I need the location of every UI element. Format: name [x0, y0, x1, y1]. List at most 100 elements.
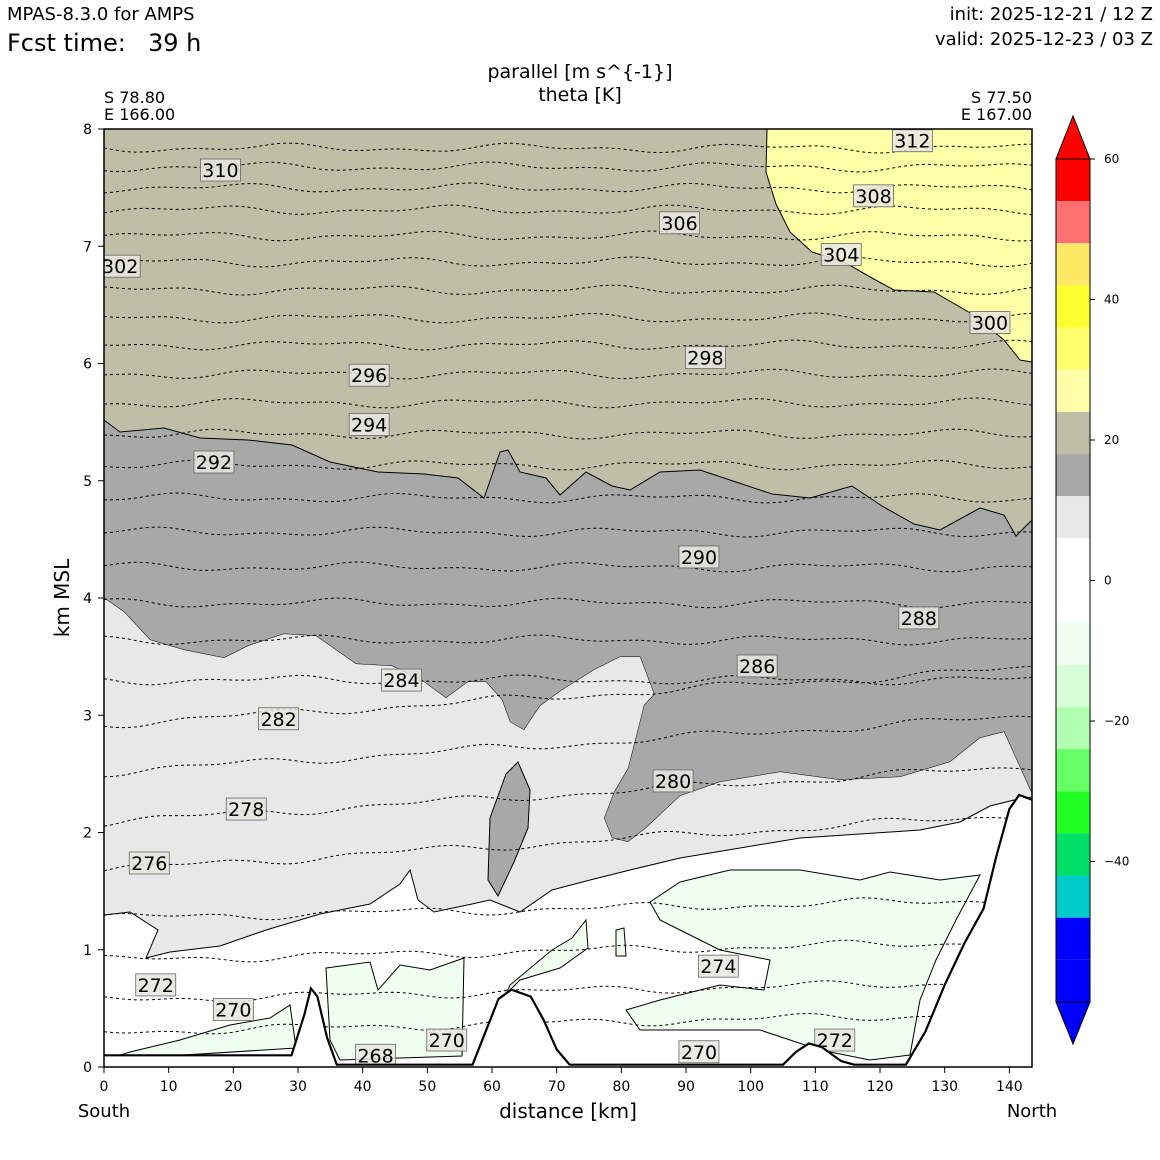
- y-tick-label: 4: [83, 591, 92, 607]
- endpoint-left-lat: S 78.80: [104, 88, 165, 107]
- endpoint-right-lon: E 167.00: [961, 105, 1032, 124]
- y-axis-label: km MSL: [50, 558, 74, 637]
- theta-label-text: 290: [681, 547, 717, 569]
- colorbar-segment: [1056, 706, 1090, 750]
- theta-label-text: 274: [700, 956, 736, 978]
- theta-isentrope: [104, 161, 1032, 173]
- colorbar-segment: [1056, 791, 1090, 834]
- colorbar-tick-label: −40: [1104, 855, 1129, 869]
- y-tick-label: 2: [83, 826, 92, 842]
- x-tick-label: 20: [224, 1079, 242, 1095]
- theta-label-text: 304: [823, 244, 859, 266]
- colorbar-segment: [1056, 201, 1090, 244]
- theta-label-text: 270: [215, 1000, 251, 1022]
- terrain-fill: [104, 795, 1032, 1067]
- y-tick-label: 6: [83, 357, 92, 373]
- x-tick-label: 90: [677, 1079, 695, 1095]
- theta-label-text: 288: [901, 608, 937, 630]
- theta-label: 292: [193, 450, 235, 474]
- theta-label: 280: [652, 769, 694, 793]
- theta-label-text: 278: [228, 799, 264, 821]
- theta-label: 272: [135, 973, 177, 997]
- theta-label-text: 310: [202, 160, 238, 182]
- colorbar-tick-label: 60: [1104, 152, 1119, 166]
- colorbar-segment: [1056, 959, 1090, 1002]
- y-tick-label: 5: [83, 474, 92, 490]
- valid-time: valid: 2025-12-23 / 03 Z: [935, 29, 1153, 50]
- colorbar-segment: [1056, 580, 1090, 623]
- x-end-label-south: South: [78, 1101, 130, 1122]
- x-end-label-north: North: [1007, 1101, 1057, 1122]
- theta-label-text: 294: [351, 414, 387, 436]
- theta-label: 300: [969, 311, 1011, 334]
- endpoint-right-lat: S 77.50: [971, 88, 1032, 107]
- wind-region-15-20-island: [487, 761, 531, 898]
- theta-label: 270: [426, 1028, 468, 1052]
- theta-label: 304: [820, 243, 862, 266]
- colorbar-segment: [1056, 454, 1090, 497]
- colorbar-top-extend: [1055, 114, 1091, 160]
- colorbar-segment: [1056, 327, 1090, 370]
- colorbar-segment: [1056, 875, 1090, 918]
- x-tick-label: 10: [160, 1079, 178, 1095]
- theta-label-text: 270: [429, 1030, 465, 1052]
- theta-label: 268: [355, 1043, 397, 1067]
- theta-label: 274: [697, 954, 739, 978]
- theta-label-text: 282: [260, 709, 296, 731]
- theta-label-text: 312: [894, 131, 930, 153]
- colorbar-segment: [1056, 538, 1090, 581]
- terrain-outline: [104, 793, 1032, 1066]
- theta-label-text: 276: [131, 853, 167, 875]
- wind-region-25-30: [765, 129, 1032, 363]
- theta-label: 298: [685, 346, 726, 370]
- x-tick-label: 130: [931, 1079, 958, 1095]
- theta-label: 302: [102, 254, 141, 278]
- theta-label: 290: [678, 545, 720, 569]
- theta-label-text: 268: [357, 1045, 393, 1067]
- theta-label-text: 272: [138, 975, 174, 997]
- y-tick-label: 0: [83, 1060, 92, 1076]
- theta-label-text: 292: [196, 452, 232, 474]
- x-tick-label: 0: [100, 1079, 109, 1095]
- fcst-value: 39 h: [148, 29, 202, 57]
- chart-title-theta: theta [K]: [538, 84, 622, 106]
- theta-label-text: 296: [351, 365, 387, 387]
- x-tick-label: 80: [612, 1079, 630, 1095]
- colorbar-segment: [1056, 917, 1090, 960]
- theta-label: 284: [381, 668, 422, 692]
- x-tick-label: 40: [354, 1079, 372, 1095]
- colorbar-tick-label: 20: [1104, 433, 1119, 447]
- theta-label: 286: [736, 654, 778, 678]
- x-tick-label: 50: [418, 1079, 436, 1095]
- x-tick-label: 110: [802, 1079, 829, 1095]
- colorbar-segment: [1056, 749, 1090, 792]
- theta-label-text: 306: [661, 213, 697, 235]
- colorbar-tick-label: 0: [1104, 574, 1112, 588]
- y-tick-label: 7: [83, 239, 92, 255]
- plot-area: 312 310 308 306 304 302 300 298 296 294 292 290 288 2…: [102, 129, 1032, 1067]
- theta-label: 312: [891, 129, 933, 153]
- x-tick-label: 120: [867, 1079, 894, 1095]
- chart-title-wind: parallel [m s^{-1}]: [487, 61, 672, 83]
- theta-label-text: 272: [817, 1030, 853, 1052]
- theta-label: 272: [814, 1028, 856, 1052]
- theta-label: 296: [348, 363, 390, 387]
- theta-label-text: 280: [655, 771, 691, 793]
- theta-label-text: 270: [681, 1042, 717, 1064]
- theta-label-text: 298: [687, 348, 723, 370]
- y-tick-label: 8: [83, 122, 92, 138]
- x-tick-label: 70: [548, 1079, 566, 1095]
- theta-label-text: 286: [739, 656, 775, 678]
- colorbar-segment: [1056, 496, 1090, 539]
- fcst-label: Fcst time:: [7, 29, 126, 57]
- x-tick-label: 30: [289, 1079, 307, 1095]
- theta-label-text: 284: [383, 670, 419, 692]
- colorbar-segment: [1056, 664, 1090, 707]
- colorbar-segment: [1056, 285, 1090, 328]
- theta-label-text: 302: [102, 256, 138, 278]
- theta-label-text: 308: [855, 186, 891, 208]
- theta-label: 270: [212, 998, 254, 1022]
- x-axis-label: distance [km]: [499, 1099, 637, 1123]
- x-tick-label: 100: [737, 1079, 764, 1095]
- theta-label: 270: [678, 1040, 720, 1064]
